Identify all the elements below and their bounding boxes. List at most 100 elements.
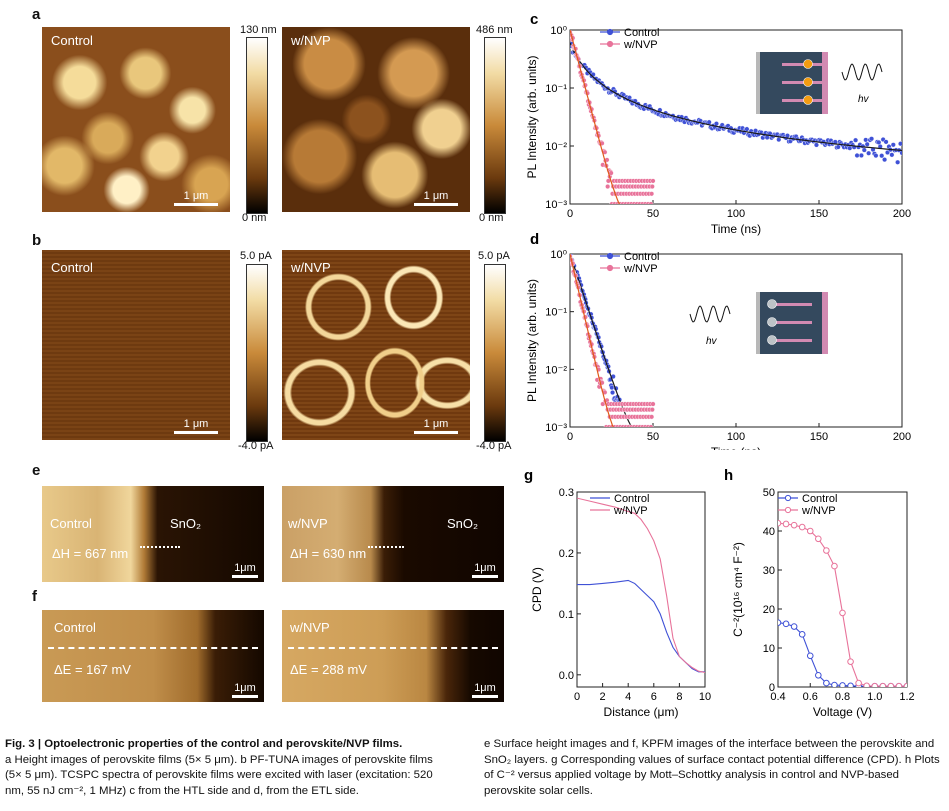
x-tick-label: 0 (567, 208, 573, 220)
panel-e-nvp-arrow (368, 546, 404, 548)
panel-b-nvp-scalebar: 1 μm (414, 418, 458, 434)
data-point-control (858, 152, 864, 158)
panel-e-control-scalebar: 1μm (232, 562, 258, 578)
inset-finger (782, 81, 822, 84)
chart-g-ylabel: CPD (V) (530, 567, 544, 612)
chart-h-frame (777, 491, 908, 688)
fit-line-control (570, 42, 902, 152)
data-point-wnvp (778, 519, 782, 527)
chart-g-frame (576, 491, 706, 688)
x-tick-label: 1.0 (867, 691, 882, 703)
y-tick-label: 20 (763, 604, 775, 616)
caption-right-text: e Surface height images and f, KPFM imag… (484, 738, 940, 797)
panel-b-control-colorbar (246, 264, 268, 442)
x-tick-label: 0 (567, 431, 573, 443)
y-tick-label: 0.1 (559, 609, 574, 621)
data-point-control (882, 157, 888, 163)
scalebar-label: 1μm (234, 562, 256, 574)
x-tick-label: 2 (600, 691, 606, 703)
panel-e-nvp-dh: ΔH = 630 nm (290, 546, 367, 561)
data-point-control (866, 150, 872, 156)
legend-label: w/NVP (801, 505, 836, 517)
y-tick-label: 40 (763, 526, 775, 538)
inset-finger (772, 303, 812, 306)
x-tick-label: 1.2 (899, 691, 914, 703)
chart-h-letter: h (724, 467, 733, 484)
panel-f-control-kpfm-image: Control ΔE = 167 mV 1μm (42, 610, 264, 702)
y-tick-label: 10⁻² (545, 364, 567, 376)
data-point-control (823, 679, 830, 687)
inset-carrier (767, 335, 777, 345)
inset-light-wave (841, 63, 883, 81)
inset-finger (782, 99, 822, 102)
chart-c: c 0 50 100 150 200 10⁻³ 10⁻² 10⁻¹ 10⁰ Time (ns) PL … (525, 11, 911, 236)
chart-c-ylabel: PL Intensity (arb. units) (525, 56, 539, 179)
data-point-wnvp (649, 184, 655, 190)
x-tick-label: 0 (574, 691, 580, 703)
data-point-wnvp (839, 609, 846, 617)
data-point-control (863, 137, 869, 143)
panel-b-letter: b (32, 232, 42, 249)
data-point-wnvp (650, 178, 656, 184)
panel-f-nvp-scalebar: 1μm (472, 682, 498, 698)
x-tick-label: 200 (893, 208, 911, 220)
data-point-control (879, 153, 885, 159)
caption-right: e Surface height images and f, KPFM imag… (484, 737, 942, 799)
data-point-wnvp (798, 523, 806, 531)
data-point-wnvp (855, 679, 862, 687)
panel-e-nvp-height-image: w/NVP SnO₂ ΔH = 630 nm 1μm (282, 486, 504, 582)
panel-b-nvp-colorbar (484, 264, 506, 442)
data-point-control (744, 126, 750, 132)
inset-layer (822, 292, 828, 354)
y-tick-label: 0.3 (559, 487, 574, 499)
scalebar-label: 1 μm (183, 190, 209, 202)
series-line-control (778, 622, 907, 687)
panel-e-nvp-sno2: SnO₂ (447, 516, 479, 531)
inset-carrier (803, 77, 813, 87)
chart-d-letter: d (530, 231, 539, 248)
inset-hv-label: hv (858, 94, 870, 105)
chart-c-frame (569, 29, 903, 205)
panel-e-control-height-image: Control SnO₂ ΔH = 667 nm 1μm (42, 486, 264, 582)
panel-e-control-arrow (140, 546, 180, 548)
panel-b-nvp-pftuna-image: w/NVP 1 μm (282, 250, 470, 440)
data-point-wnvp (895, 682, 903, 687)
inset-layer (756, 52, 760, 114)
series-line-wnvp (778, 522, 907, 687)
panel-a-control-scalebar: 1 μm (174, 190, 218, 206)
panel-f-control-de: ΔE = 167 mV (54, 662, 131, 677)
inset-finger (782, 63, 822, 66)
inset-light-wave (689, 305, 731, 323)
chart-g-xlabel: Distance (μm) (604, 705, 679, 719)
chart-h-xlabel: Voltage (V) (813, 705, 872, 719)
panel-e-control-label: Control (50, 516, 92, 531)
data-point-control (798, 631, 806, 638)
panel-f-control-arrow (48, 647, 258, 649)
scalebar-label: 1μm (474, 562, 496, 574)
data-point-wnvp (903, 682, 907, 687)
chart-d-ylabel: PL Intensity (arb. units) (525, 279, 539, 402)
chart-h-plot-area (778, 519, 907, 687)
data-point-control (847, 682, 854, 687)
chart-d-plot-area (570, 254, 656, 427)
panel-f-nvp-kpfm-image: w/NVP ΔE = 288 mV 1μm (282, 610, 504, 702)
legend-marker (606, 40, 614, 48)
data-point-wnvp (887, 682, 895, 687)
data-point-wnvp (879, 682, 887, 687)
fit-line-control (570, 254, 633, 427)
x-tick-label: 0.4 (770, 691, 785, 703)
data-point-control (889, 152, 895, 158)
series-line-control (577, 579, 705, 673)
caption-left: Fig. 3 | Optoelectronic properties of th… (5, 737, 450, 799)
scalebar-label: 1 μm (423, 190, 449, 202)
data-point-control (864, 141, 870, 147)
legend-marker (606, 28, 614, 36)
y-tick-label: 10⁻³ (545, 199, 567, 211)
legend-marker (784, 506, 792, 514)
inset-carrier (767, 299, 777, 309)
y-tick-label: 30 (763, 565, 775, 577)
chart-g: g 0 2 4 6 8 10 0.0 0.1 0.2 0.3 Distance (μm) CPD (V)… (524, 467, 711, 719)
chart-c-letter: c (530, 11, 538, 28)
legend-label: Control (802, 493, 837, 505)
y-tick-label: 0 (769, 682, 775, 694)
